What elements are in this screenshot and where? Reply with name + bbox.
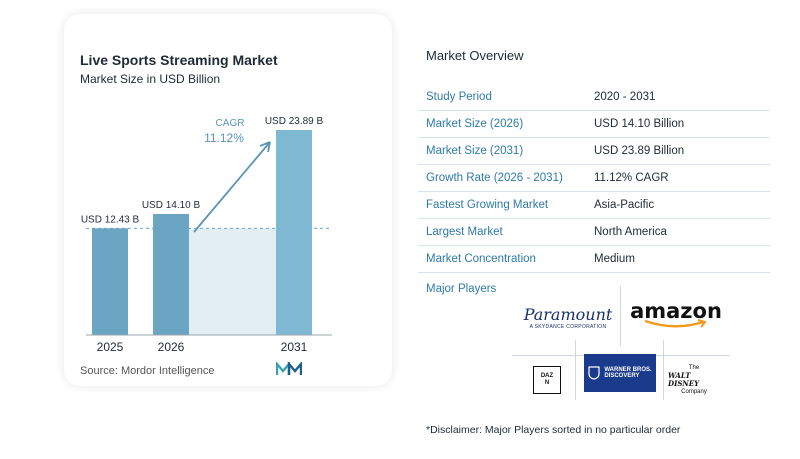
amazon-smile-icon bbox=[644, 319, 707, 328]
bar-value-label: USD 23.89 B bbox=[265, 116, 324, 127]
warner-line1: WARNER BROS. bbox=[604, 367, 652, 373]
cagr-arrow-head bbox=[259, 141, 271, 153]
players-divider bbox=[620, 286, 621, 346]
chart-title: Live Sports Streaming Market bbox=[80, 52, 278, 68]
cagr-label: CAGR bbox=[216, 118, 245, 129]
overview-row-label: Growth Rate (2026 - 2031) bbox=[426, 172, 563, 184]
bar-chart: USD 12.43 B 2025 USD 14.10 B 2026 USD 23.89 … bbox=[81, 116, 332, 354]
overview-row-label: Market Size (2031) bbox=[426, 145, 524, 157]
amazon-wordmark: amazon bbox=[630, 299, 722, 323]
overview-row-value: USD 14.10 Billion bbox=[594, 118, 685, 130]
warner-line2: DISCOVERY bbox=[604, 373, 640, 379]
overview-row-label: Fastest Growing Market bbox=[426, 199, 549, 211]
x-tick-label: 2031 bbox=[281, 340, 308, 354]
overview-row-label: Market Concentration bbox=[426, 253, 536, 265]
bar-value-label: USD 14.10 B bbox=[142, 200, 201, 211]
walt-disney-logo: The WALT DISNEY Company bbox=[668, 364, 720, 396]
warner-bros-discovery-logo: WARNER BROS. DISCOVERY bbox=[584, 354, 656, 392]
major-players-title: Major Players bbox=[426, 283, 497, 295]
overview-row-value: 11.12% CAGR bbox=[594, 172, 669, 184]
overview-row-value: Asia-Pacific bbox=[594, 199, 655, 211]
disney-name: WALT DISNEY bbox=[668, 371, 700, 388]
paramount-logo: Paramount A SKYDANCE CORPORATION bbox=[522, 300, 614, 334]
bar-2025 bbox=[92, 228, 128, 335]
overview-row: Study Period 2020 - 2031 bbox=[418, 84, 770, 111]
overview-row-label: Largest Market bbox=[426, 226, 503, 238]
overview-row: Largest Market North America bbox=[418, 219, 770, 246]
overview-row: Fastest Growing Market Asia-Pacific bbox=[418, 192, 770, 219]
growth-area bbox=[189, 228, 276, 335]
disney-the: The bbox=[688, 365, 700, 371]
overview-row-label: Market Size (2026) bbox=[426, 118, 524, 130]
overview-row-value: North America bbox=[594, 226, 667, 238]
mordor-intelligence-logo-icon bbox=[276, 362, 302, 375]
chart-subtitle: Market Size in USD Billion bbox=[80, 72, 221, 86]
overview-row-label: Study Period bbox=[426, 91, 492, 103]
bar-2031 bbox=[276, 130, 312, 335]
paramount-tagline: A SKYDANCE CORPORATION bbox=[529, 323, 607, 330]
source-text: Source: Mordor Intelligence bbox=[80, 365, 215, 377]
cagr-value: 11.12% bbox=[204, 131, 244, 145]
disclaimer-text: *Disclaimer: Major Players sorted in no … bbox=[426, 424, 681, 436]
amazon-logo: amazon bbox=[628, 294, 724, 334]
overview-row: Market Size (2031) USD 23.89 Billion bbox=[418, 138, 770, 165]
disney-company: Company bbox=[681, 389, 707, 395]
dazn-wordmark: DAZN bbox=[540, 373, 554, 386]
cagr-arrow bbox=[193, 141, 271, 233]
players-divider bbox=[575, 340, 576, 400]
overview-row: Market Concentration Medium bbox=[418, 246, 770, 273]
wb-shield-icon bbox=[588, 366, 600, 380]
x-tick-label: 2025 bbox=[97, 340, 124, 354]
paramount-wordmark: Paramount bbox=[523, 304, 613, 324]
overview-row-value: Medium bbox=[594, 253, 635, 265]
x-tick-label: 2026 bbox=[158, 340, 185, 354]
market-overview-title: Market Overview bbox=[426, 48, 524, 63]
bar-2026 bbox=[153, 214, 189, 335]
dazn-logo: DAZN bbox=[533, 366, 561, 394]
overview-row-value: USD 23.89 Billion bbox=[594, 145, 685, 157]
overview-row: Market Size (2026) USD 14.10 Billion bbox=[418, 111, 770, 138]
players-divider bbox=[663, 340, 664, 400]
overview-row-value: 2020 - 2031 bbox=[594, 91, 656, 103]
bar-value-label: USD 12.43 B bbox=[81, 214, 140, 225]
overview-row: Growth Rate (2026 - 2031) 11.12% CAGR bbox=[418, 165, 770, 192]
